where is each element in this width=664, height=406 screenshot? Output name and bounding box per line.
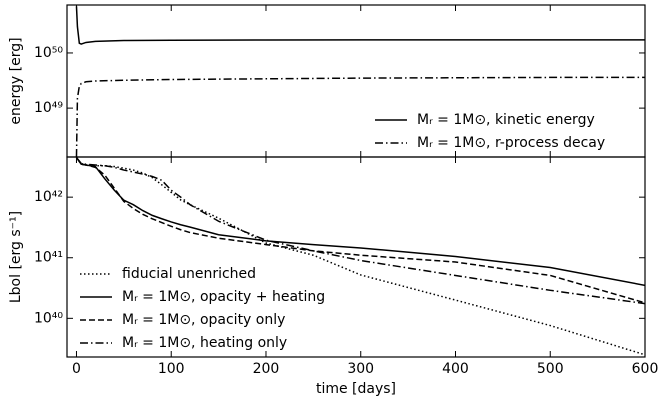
y-tick-label: 10⁵⁰	[34, 45, 63, 61]
series-line	[75, 157, 645, 356]
x-tick-label: 600	[632, 361, 659, 377]
y-tick-label: 10⁴⁹	[34, 100, 63, 116]
legend-label: Mᵣ = 1M⊙, kinetic energy	[417, 112, 595, 128]
y-axis-label: Lbol [erg s⁻¹]	[8, 211, 24, 303]
x-axis-label: time [days]	[316, 381, 396, 397]
y-axis-label: energy [erg]	[8, 37, 24, 124]
plot-frame	[66, 156, 646, 358]
legend-label: Mᵣ = 1M⊙, r-process decay	[417, 135, 605, 151]
y-tick-label: 10⁴¹	[34, 250, 63, 266]
x-tick-label: 300	[347, 361, 374, 377]
y-tick-label: 10⁴⁰	[34, 310, 63, 326]
legend-label: Mᵣ = 1M⊙, heating only	[122, 335, 287, 351]
series-line	[75, 6, 645, 45]
legend-label: Mᵣ = 1M⊙, opacity + heating	[122, 289, 325, 305]
x-tick-label: 400	[442, 361, 469, 377]
x-tick-label: 0	[72, 361, 81, 377]
y-tick-label: 10⁴²	[34, 189, 63, 205]
legend-label: Mᵣ = 1M⊙, opacity only	[122, 312, 285, 328]
legend-label: fiducial unenriched	[122, 266, 256, 282]
x-tick-label: 500	[537, 361, 564, 377]
x-tick-label: 100	[158, 361, 185, 377]
series-line	[75, 157, 645, 304]
x-tick-label: 200	[253, 361, 280, 377]
